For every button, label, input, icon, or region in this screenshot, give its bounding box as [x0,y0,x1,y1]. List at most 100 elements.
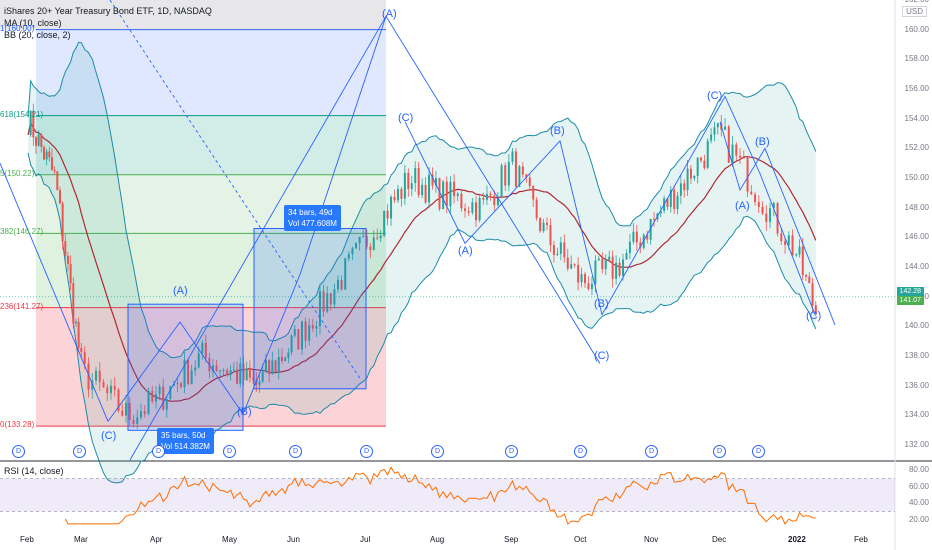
candle-body [521,166,524,175]
dividend-marker[interactable]: D [431,445,444,458]
candle-body [236,369,239,384]
currency-label[interactable]: USD [902,6,927,17]
dividend-marker[interactable]: D [713,445,726,458]
candle-body [608,256,611,260]
candle-body [577,264,580,283]
wave-label[interactable]: (C) [707,90,723,102]
candle-body [528,177,531,187]
fib-level-label[interactable]: 236(141.27) [0,301,44,311]
ma-legend[interactable]: MA (10, close) [4,18,62,28]
candle-body [693,175,696,179]
fib-level-label[interactable]: 618(154.21) [0,109,44,119]
candle-body [318,291,321,327]
symbol-legend[interactable]: iShares 20+ Year Treasury Bond ETF, 1D, … [4,6,212,16]
candle-body [727,126,730,163]
candle-body [471,202,474,213]
fib-level-label[interactable]: 0(133.28) [0,420,35,430]
dividend-marker[interactable]: D [12,445,25,458]
time-axis-label: Apr [150,535,163,544]
candle-body [98,370,101,383]
wave-line [107,15,601,422]
wave-label[interactable]: (B) [550,125,565,137]
candle-body [761,206,764,214]
dividend-marker[interactable]: D [645,445,658,458]
wave-line [404,95,816,316]
candle-body [604,259,607,270]
dividend-marker[interactable]: D [152,445,165,458]
candle-body [162,386,165,410]
candle-body [351,248,354,255]
wave-label[interactable]: (A) [735,200,750,212]
rsi-legend[interactable]: RSI (14, close) [4,466,64,476]
candle-body [639,242,642,248]
measure-callout[interactable]: 34 bars, 49d Vol 477.608M [284,205,341,231]
current-price-tag[interactable]: 141.07 [896,296,924,306]
wave-label[interactable]: (B) [755,136,770,148]
wave-label[interactable]: (C) [806,310,822,322]
candle-body [239,363,242,384]
dividend-marker[interactable]: D [73,445,86,458]
bb-legend[interactable]: BB (20, close, 2) [4,30,71,40]
dividend-marker[interactable]: D [574,445,587,458]
candle-body [754,194,757,202]
wave-line [129,16,387,461]
candle-body [622,259,625,276]
candle-body [765,213,768,222]
price-axis-label: 148.00 [904,202,929,212]
price-axis-label: 156.00 [904,84,929,94]
candle-body [83,352,86,364]
candle-body [407,172,410,190]
measure-callout[interactable]: 35 bars, 50d Vol 514.382M [157,428,214,454]
candle-body [414,167,417,184]
wave-label[interactable]: (C) [398,112,414,124]
candle-body [739,155,742,158]
dividend-marker[interactable]: D [289,445,302,458]
wave-label[interactable]: (B) [237,406,252,418]
wave-label[interactable]: (C) [101,430,117,442]
wave-label[interactable]: (B) [594,298,609,310]
candle-body [326,293,329,312]
dividend-marker[interactable]: D [505,445,518,458]
candle-body [757,201,760,207]
dividend-marker[interactable]: D [752,445,765,458]
wave-label[interactable]: (A) [458,245,473,257]
candle-body [140,411,143,418]
candle-body [226,370,229,375]
callout-bars: 34 bars, 49d [288,208,333,217]
candle-body [566,257,569,269]
dividend-marker[interactable]: D [223,445,236,458]
wave-label[interactable]: (A) [173,285,188,297]
candle-body [646,234,649,240]
candle-body [158,386,161,395]
candle-body [666,198,669,207]
candle-body [197,353,200,368]
candle-body [113,385,116,390]
fib-level-label[interactable]: 5(150.22) [0,168,35,178]
candle-body [50,157,53,171]
fib-level-label[interactable]: 1(160.00) [0,23,35,33]
time-axis-label: Jun [287,535,300,544]
current-price-tag[interactable]: 142.28 [896,287,924,297]
candle-body [686,168,689,191]
wave-label[interactable]: (C) [594,350,610,362]
price-axis-label: 140.00 [904,321,929,331]
candle-body [556,253,559,255]
fib-level-label[interactable]: 382(146.27) [0,227,44,237]
candle-body [77,321,80,348]
wave-label[interactable]: (A) [382,8,397,20]
dividend-marker[interactable]: D [360,445,373,458]
candle-body [300,321,303,350]
candle-body [496,197,499,206]
time-axis-label: Dec [712,535,727,544]
candle-body [58,190,61,204]
candle-body [201,342,204,354]
callout-bars: 35 bars, 50d [161,431,206,440]
candle-body [308,325,311,341]
candle-body [731,144,734,163]
bollinger-fill [28,42,816,483]
time-axis-label: Mar [74,535,88,544]
price-axis-label: 134.00 [904,410,929,420]
candle-body [805,275,808,277]
candle-body [222,370,225,372]
